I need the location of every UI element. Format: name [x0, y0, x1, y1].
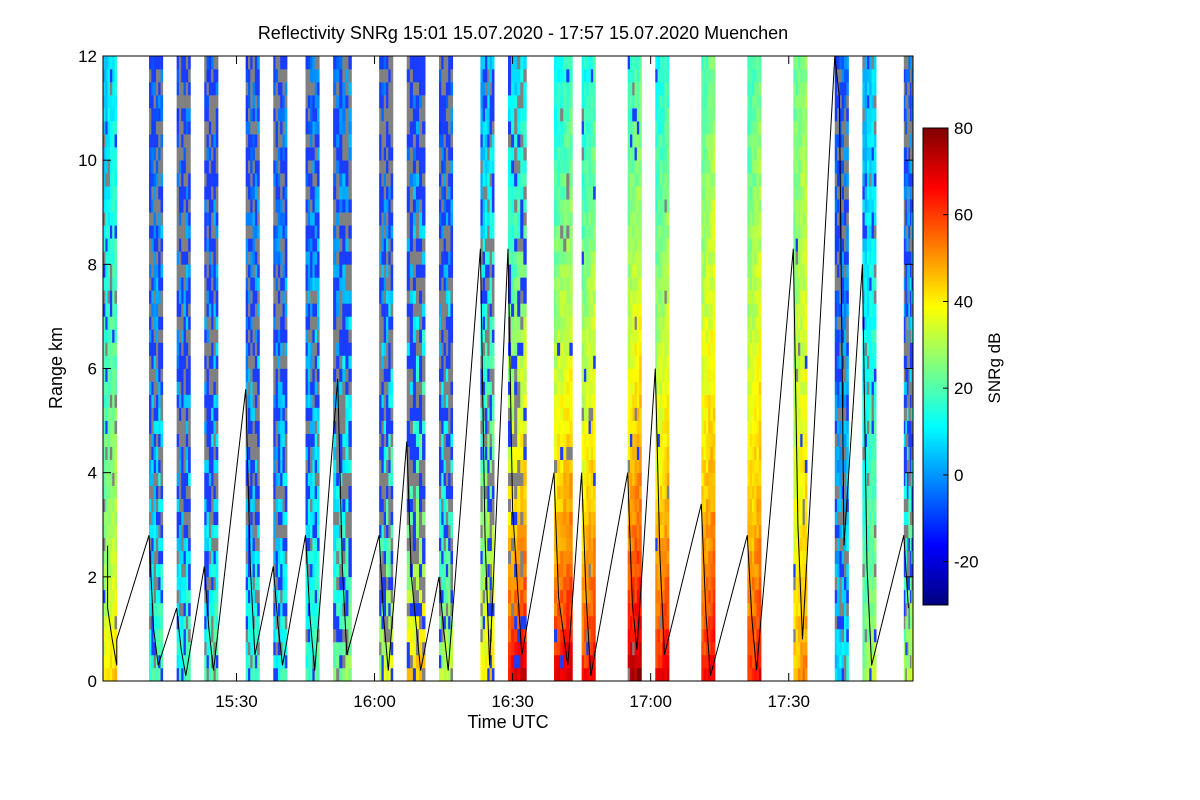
scan-band-13: [508, 56, 527, 681]
scan-band-5: [245, 56, 260, 681]
colorbar-ticks: -20 0 20 40 60 80: [943, 119, 979, 572]
scan-bands: [103, 56, 913, 681]
x-axis-ticks: 15:30 16:00 16:30 17:00 17:30: [215, 56, 810, 711]
y-tick-label: 8: [88, 255, 97, 274]
scan-band-11: [438, 56, 454, 681]
colorbar-bar: [922, 127, 949, 606]
colorbar: -20 0 20 40 60 80 SNRg dB: [922, 119, 1004, 606]
scan-band-2: [149, 56, 164, 681]
scan-band-14: [554, 56, 573, 681]
scan-band-7: [305, 56, 320, 681]
scan-band-1: [103, 56, 118, 681]
scan-band-4: [204, 56, 219, 681]
colorbar-tick-label: 40: [954, 292, 973, 311]
scan-band-6: [273, 56, 288, 681]
y-axis-ticks: 0 2 4 6 8 10 12: [78, 47, 913, 691]
colorbar-tick-label: 0: [954, 466, 963, 485]
x-tick-label: 16:00: [353, 692, 396, 711]
scan-band-3: [176, 56, 191, 681]
colorbar-tick-label: 80: [954, 119, 973, 138]
y-axis-label: Range km: [46, 327, 66, 409]
y-tick-label: 12: [78, 47, 97, 66]
scan-band-16: [627, 56, 642, 681]
scan-band-10: [406, 56, 426, 681]
scan-band-19: [747, 56, 762, 681]
colorbar-tick-label: -20: [954, 553, 979, 572]
x-axis-label: Time UTC: [467, 712, 548, 732]
scan-band-18: [701, 56, 716, 681]
y-tick-label: 4: [88, 464, 97, 483]
y-tick-label: 6: [88, 360, 97, 379]
y-tick-label: 10: [78, 151, 97, 170]
y-tick-label: 2: [88, 568, 97, 587]
y-tick-label: 0: [88, 672, 97, 691]
scan-band-17: [655, 56, 670, 681]
colorbar-label: SNRg dB: [985, 333, 1004, 404]
plot-area: [103, 56, 913, 681]
scan-band-12: [480, 56, 495, 681]
colorbar-tick-label: 20: [954, 379, 973, 398]
x-tick-label: 15:30: [215, 692, 258, 711]
scan-band-8: [333, 56, 352, 681]
colorbar-tick-label: 60: [954, 206, 973, 225]
x-tick-label: 16:30: [491, 692, 534, 711]
range-limit-line: [107, 56, 909, 676]
x-tick-label: 17:00: [629, 692, 672, 711]
chart-title: Reflectivity SNRg 15:01 15.07.2020 - 17:…: [258, 23, 788, 43]
scan-band-22: [862, 56, 877, 681]
scan-band-15: [581, 56, 596, 681]
scan-band-23: [903, 56, 913, 681]
x-tick-label: 17:30: [767, 692, 810, 711]
scan-band-9: [379, 56, 394, 681]
